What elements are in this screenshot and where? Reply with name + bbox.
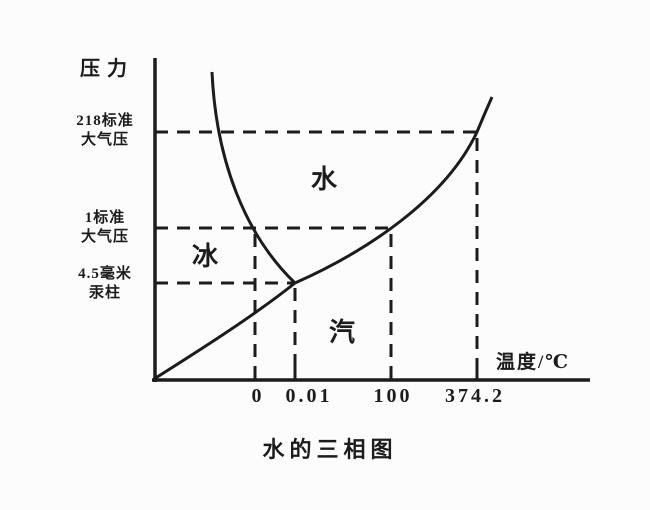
region-label-ice: 冰 xyxy=(192,242,219,271)
figure-title: 水的三相图 xyxy=(262,437,398,462)
y-tick-label-4.5mmhg: 4.5毫米 汞柱 xyxy=(78,266,132,301)
vaporization-curve xyxy=(294,96,494,285)
x-tick-label-374.2: 374.2 xyxy=(445,385,505,407)
y-axis-title: 压力 xyxy=(80,58,134,80)
region-label-vapor: 汽 xyxy=(329,318,356,347)
x-tick-label-0: 0 xyxy=(251,385,265,407)
region-label-water: 水 xyxy=(311,165,338,194)
x-tick-label-0.01: 0.01 xyxy=(285,385,333,407)
x-tick-label-100: 100 xyxy=(373,385,413,407)
sublimation-curve xyxy=(153,281,296,381)
y-tick-label-1atm: 1标准 大气压 xyxy=(80,210,129,245)
melting-curve xyxy=(210,71,297,285)
x-axis-title: 温度/℃ xyxy=(496,352,571,373)
y-tick-label-218atm: 218标准 大气压 xyxy=(76,113,134,148)
